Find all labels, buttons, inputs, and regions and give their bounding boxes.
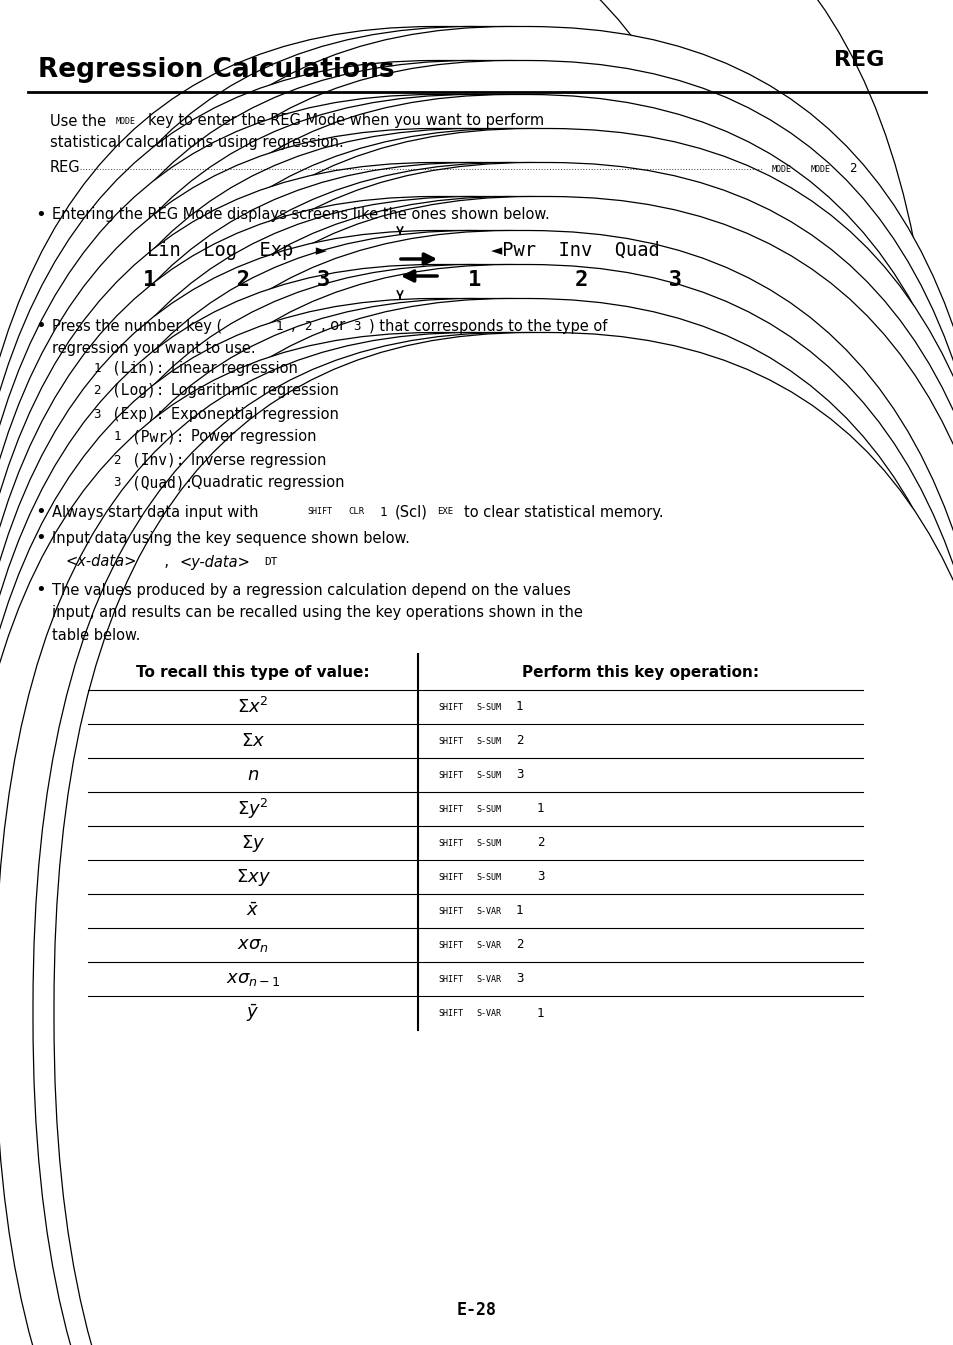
Text: 1      2     3: 1 2 3	[143, 270, 331, 291]
Polygon shape	[515, 1010, 522, 1017]
FancyBboxPatch shape	[0, 299, 953, 1345]
FancyBboxPatch shape	[0, 0, 582, 1095]
Text: ) that corresponds to the type of: ) that corresponds to the type of	[369, 319, 607, 334]
Text: Use the: Use the	[50, 113, 106, 129]
Text: 1: 1	[516, 701, 522, 713]
Text: Regression Calculations: Regression Calculations	[38, 56, 395, 83]
FancyBboxPatch shape	[33, 129, 953, 1345]
FancyBboxPatch shape	[0, 0, 814, 1193]
Text: E-28: E-28	[456, 1301, 497, 1319]
Polygon shape	[93, 480, 100, 487]
FancyBboxPatch shape	[0, 0, 621, 802]
FancyBboxPatch shape	[0, 0, 847, 1193]
FancyBboxPatch shape	[33, 230, 953, 1345]
Text: S-SUM: S-SUM	[476, 771, 501, 780]
Text: (Scl): (Scl)	[395, 504, 428, 519]
Text: S-VAR: S-VAR	[476, 940, 501, 950]
FancyBboxPatch shape	[0, 163, 953, 1345]
FancyBboxPatch shape	[33, 299, 953, 1345]
Text: 3: 3	[516, 972, 522, 986]
FancyBboxPatch shape	[33, 27, 953, 1345]
Bar	[28, 52, 33, 87]
FancyBboxPatch shape	[0, 265, 953, 1345]
FancyBboxPatch shape	[0, 0, 764, 1006]
Text: 3: 3	[353, 320, 360, 332]
FancyBboxPatch shape	[326, 0, 953, 850]
Text: 1       2      3: 1 2 3	[468, 270, 681, 291]
Text: S-SUM: S-SUM	[476, 804, 501, 814]
FancyBboxPatch shape	[0, 27, 944, 1345]
FancyBboxPatch shape	[0, 0, 582, 1072]
FancyBboxPatch shape	[0, 0, 793, 1006]
Text: •: •	[35, 529, 46, 547]
Text: Logarithmic regression: Logarithmic regression	[171, 383, 338, 398]
Text: 2: 2	[304, 320, 312, 332]
Text: SHIFT: SHIFT	[438, 873, 463, 881]
FancyBboxPatch shape	[0, 196, 944, 1345]
FancyBboxPatch shape	[0, 163, 944, 1345]
Text: 2: 2	[848, 163, 856, 175]
Text: Inverse regression: Inverse regression	[191, 452, 326, 468]
FancyBboxPatch shape	[0, 0, 760, 1243]
Text: Input data using the key sequence shown below.: Input data using the key sequence shown …	[52, 530, 410, 546]
Polygon shape	[93, 456, 100, 464]
Text: $\Sigma y$: $\Sigma y$	[240, 833, 265, 854]
Text: 1: 1	[275, 320, 282, 332]
FancyBboxPatch shape	[33, 265, 953, 1345]
FancyBboxPatch shape	[0, 332, 944, 1345]
Text: table below.: table below.	[52, 628, 140, 643]
Text: Entering the REG Mode displays screens like the ones shown below.: Entering the REG Mode displays screens l…	[52, 207, 549, 222]
FancyBboxPatch shape	[33, 94, 953, 1345]
FancyBboxPatch shape	[54, 196, 953, 1345]
Text: REG: REG	[50, 160, 81, 175]
Text: SHIFT: SHIFT	[438, 702, 463, 712]
Text: Perform this key operation:: Perform this key operation:	[521, 664, 759, 679]
Text: $\Sigma x$: $\Sigma x$	[241, 732, 265, 751]
Bar	[28, 98, 925, 198]
FancyBboxPatch shape	[54, 163, 953, 1345]
Bar	[88, 654, 862, 1030]
Text: 3: 3	[113, 476, 121, 490]
Text: Power regression: Power regression	[191, 429, 316, 444]
FancyBboxPatch shape	[54, 129, 953, 1345]
FancyBboxPatch shape	[0, 94, 944, 1345]
FancyBboxPatch shape	[54, 332, 953, 1345]
Text: REG: REG	[833, 50, 883, 70]
FancyBboxPatch shape	[0, 0, 581, 1141]
Polygon shape	[515, 873, 522, 881]
Text: Linear regression: Linear regression	[171, 360, 297, 375]
Text: (Inv):: (Inv):	[132, 452, 184, 468]
Text: S-SUM: S-SUM	[476, 702, 501, 712]
Text: SHIFT: SHIFT	[438, 838, 463, 847]
Text: $\Sigma xy$: $\Sigma xy$	[235, 866, 270, 888]
Text: Lin  Log  Exp  ►: Lin Log Exp ►	[147, 241, 327, 260]
Text: SHIFT: SHIFT	[438, 804, 463, 814]
FancyBboxPatch shape	[33, 163, 953, 1345]
Text: ,: ,	[291, 319, 295, 334]
Text: (Exp):: (Exp):	[112, 406, 164, 421]
Text: $\bar{x}$: $\bar{x}$	[246, 902, 259, 920]
FancyBboxPatch shape	[0, 27, 953, 1345]
FancyBboxPatch shape	[33, 332, 953, 1345]
Text: 2: 2	[113, 453, 121, 467]
Bar	[88, 654, 862, 690]
Text: MODE: MODE	[771, 164, 791, 174]
Text: •: •	[35, 206, 46, 225]
Text: to clear statistical memory.: to clear statistical memory.	[463, 504, 663, 519]
Text: •: •	[35, 581, 46, 599]
Text: SHIFT: SHIFT	[438, 737, 463, 745]
FancyBboxPatch shape	[0, 230, 944, 1345]
Text: SHIFT: SHIFT	[438, 940, 463, 950]
FancyBboxPatch shape	[0, 0, 868, 1193]
Text: $x\sigma_{n-1}$: $x\sigma_{n-1}$	[225, 970, 280, 989]
FancyBboxPatch shape	[0, 94, 953, 1345]
FancyBboxPatch shape	[0, 0, 936, 1193]
Polygon shape	[93, 433, 100, 441]
Text: SHIFT: SHIFT	[438, 975, 463, 983]
Text: SHIFT: SHIFT	[438, 907, 463, 916]
Text: Press the number key (: Press the number key (	[52, 319, 222, 334]
Text: ,: ,	[162, 555, 170, 569]
Text: 2: 2	[516, 939, 522, 951]
FancyBboxPatch shape	[0, 0, 602, 1141]
